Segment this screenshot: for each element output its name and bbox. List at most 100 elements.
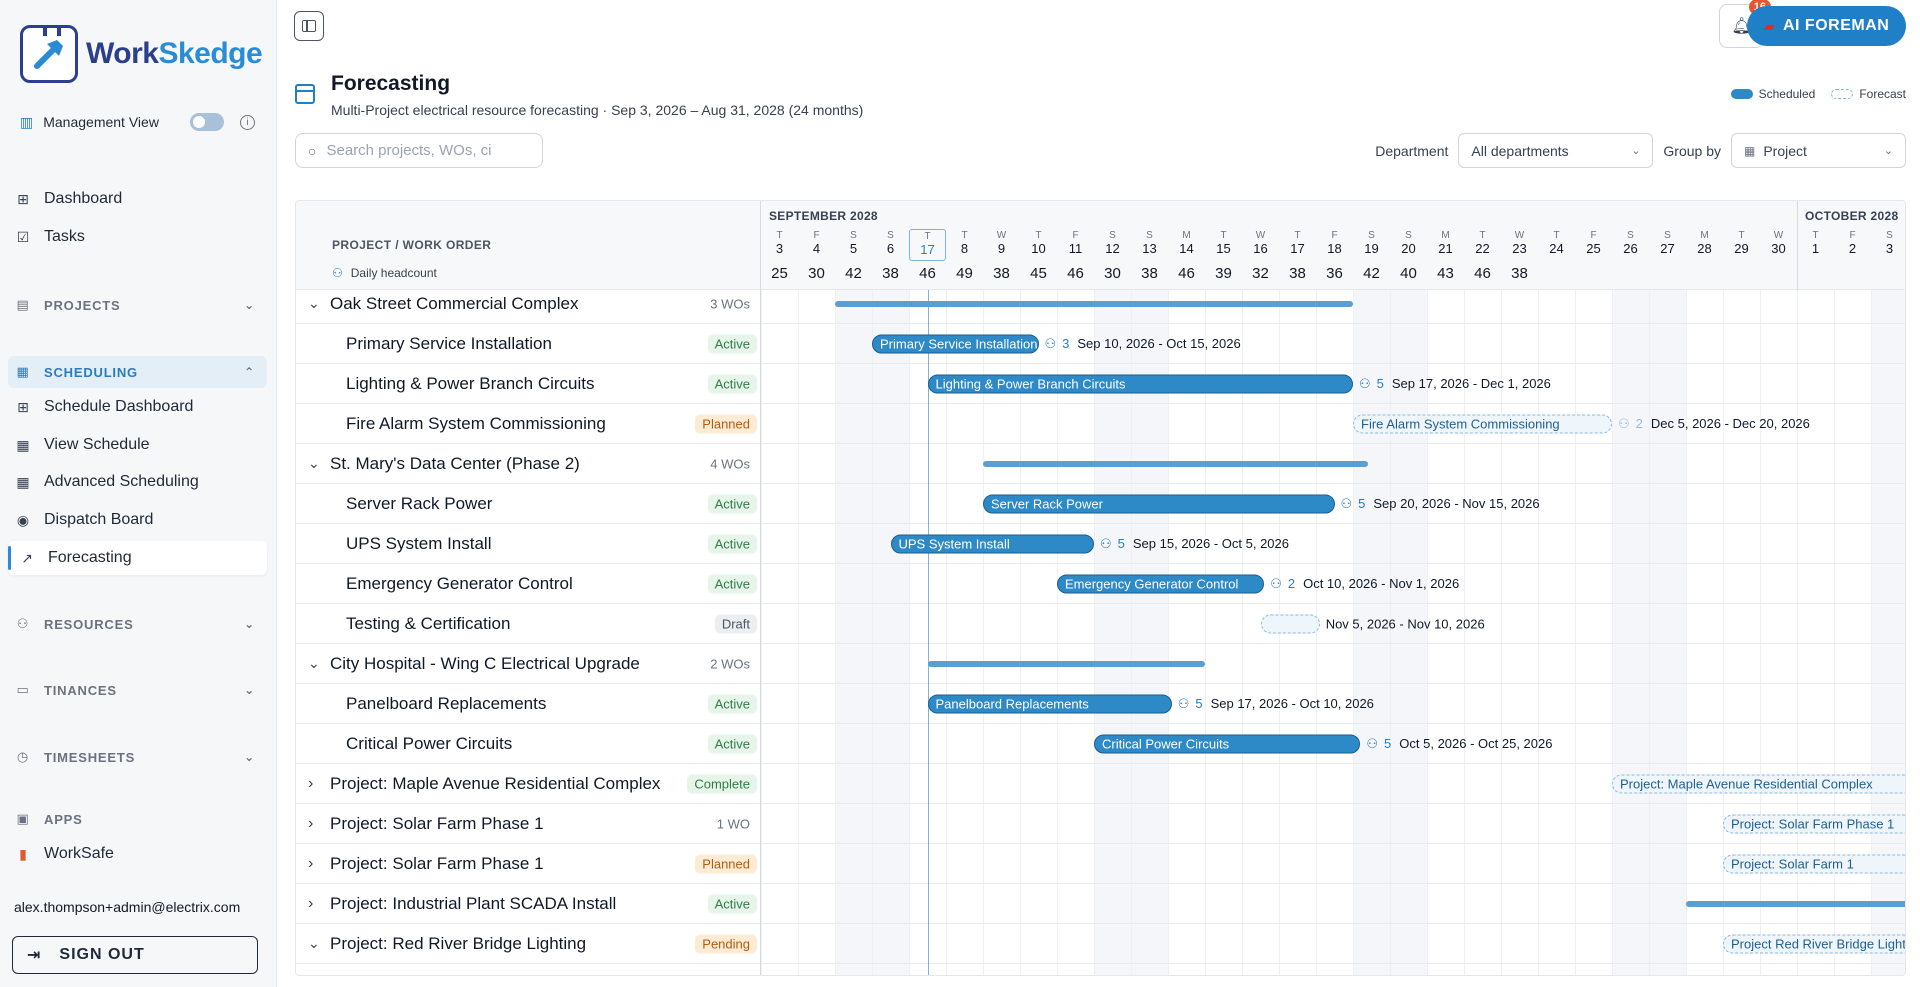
groupby-label: Group by <box>1663 142 1721 159</box>
chevron-up-icon: ⌃ <box>244 365 255 379</box>
scheduled-bar[interactable]: Primary Service Installation <box>872 334 1039 353</box>
forecast-bar[interactable]: Fire Alarm System Commissioning <box>1353 414 1612 433</box>
management-view-toggle[interactable] <box>190 113 224 131</box>
sidebar-item-view-schedule[interactable]: ▦ View Schedule <box>8 428 267 462</box>
headcount-value: 42 <box>1363 265 1380 282</box>
weekday-label: F <box>1849 230 1856 241</box>
info-icon[interactable]: i <box>240 114 255 130</box>
project-row[interactable]: ⌄ St. Mary's Data Center (Phase 2) 4 WOs <box>296 444 1905 484</box>
search-input[interactable]: ○ Search projects, WOs, ci <box>295 133 543 168</box>
sidebar-item-tasks[interactable]: ☑ Tasks <box>8 220 267 254</box>
scheduled-bar[interactable]: Panelboard Replacements <box>927 694 1172 713</box>
work-order-row[interactable]: Lighting & Power Branch Circuits Active Li… <box>296 364 1905 404</box>
day-column-header: M 28 <box>1686 229 1723 256</box>
sidebar-item-worksafe[interactable]: ▮ WorkSafe <box>8 837 267 871</box>
people-icon: ⚇ <box>1340 495 1353 511</box>
app-logo[interactable]: WorkSkedge <box>20 25 263 83</box>
date-range: Nov 5, 2026 - Nov 10, 2026 <box>1325 616 1485 631</box>
sidebar-item-dispatch-board[interactable]: ◉ Dispatch Board <box>8 503 267 537</box>
management-view-icon: ▥ <box>20 113 34 130</box>
day-gridline <box>1723 290 1724 975</box>
headcount-value: 38 <box>882 265 899 282</box>
crew-count: 2 <box>1635 416 1643 431</box>
forecast-bar[interactable]: Project Red River Bridge Lighting <box>1723 934 1905 953</box>
work-order-row[interactable]: Server Rack Power Active Server Rack Power… <box>296 484 1905 524</box>
weekend-shade <box>1649 290 1686 975</box>
day-gridline <box>1649 290 1650 975</box>
project-row[interactable]: › Project: Solar Farm Phase 1 Planned Proje… <box>296 844 1905 884</box>
project-row[interactable]: ⌄ Oak Street Commercial Complex 3 WOs <box>296 290 1905 324</box>
day-column-header: S 13 <box>1131 229 1168 256</box>
chevron-right-icon[interactable]: › <box>308 894 314 912</box>
work-order-row[interactable]: Panelboard Replacements Active Panelboard … <box>296 684 1905 724</box>
section-timesheets[interactable]: ◷ TIMESHEETS ⌄ <box>8 741 267 773</box>
sidebar-item-dashboard[interactable]: ⊞ Dashboard <box>8 182 267 216</box>
work-order-row[interactable]: Primary Service Installation Active Primar… <box>296 324 1905 364</box>
day-number: 25 <box>1586 241 1601 256</box>
scheduled-bar[interactable]: Critical Power Circuits <box>1094 734 1361 753</box>
status-badge: 2 WOs <box>710 656 750 671</box>
chevron-down-icon: ⌄ <box>244 683 255 697</box>
work-order-row[interactable]: Testing & Certification Draft Nov 5, 2026 … <box>296 604 1905 644</box>
forecast-bar[interactable]: Project: Solar Farm 1 <box>1723 854 1905 873</box>
row-name: Lighting & Power Branch Circuits <box>346 373 595 393</box>
work-order-row[interactable]: Fire Alarm System Commissioning Planned Fi… <box>296 404 1905 444</box>
weekday-label: T <box>1294 230 1301 241</box>
work-order-row[interactable]: Emergency Generator Control Active Emergen… <box>296 564 1905 604</box>
sidebar-item-schedule-dashboard[interactable]: ⊞ Schedule Dashboard <box>8 390 267 424</box>
scheduled-bar[interactable]: Lighting & Power Branch Circuits <box>927 374 1353 393</box>
day-number: 17 <box>1290 241 1305 256</box>
logo-icon <box>20 25 78 83</box>
chevron-down-icon[interactable]: ⌄ <box>308 295 320 311</box>
forecast-bar[interactable] <box>1260 614 1320 633</box>
chevron-down-icon[interactable]: ⌄ <box>308 455 320 471</box>
section-projects[interactable]: ▤ PROJECTS ⌄ <box>8 289 267 321</box>
calendar-plus-icon: ▦ <box>16 473 30 490</box>
day-number: 15 <box>1216 241 1231 256</box>
ai-foreman-button[interactable]: ▰ AI FOREMAN <box>1747 6 1906 46</box>
groupby-select[interactable]: ▦ Project ⌄ <box>1731 133 1906 168</box>
project-row[interactable]: › Project: Industrial Plant SCADA Install… <box>296 884 1905 924</box>
weekday-label: F <box>1072 230 1079 241</box>
scheduled-bar[interactable]: Emergency Generator Control <box>1057 574 1265 593</box>
project-row[interactable]: ⌄ City Hospital - Wing C Electrical Upgra… <box>296 644 1905 684</box>
day-column-header: T 29 <box>1723 229 1760 256</box>
day-number: 16 <box>1253 241 1268 256</box>
chevron-down-icon[interactable]: ⌄ <box>308 655 320 671</box>
department-select[interactable]: All departments ⌄ <box>1458 133 1654 168</box>
forecast-bar[interactable]: Project: Solar Farm Phase 1 <box>1723 814 1905 833</box>
toggle-sidebar-button[interactable] <box>294 11 324 41</box>
sidebar-item-forecasting[interactable]: ↗ Forecasting <box>8 541 267 575</box>
people-icon: ⚇ <box>1177 695 1190 711</box>
day-number: 2 <box>1848 241 1857 256</box>
day-gridline <box>1834 290 1835 975</box>
top-bar: 🔔︎16 ▰AI FOREMAN <box>278 0 1920 52</box>
status-badge: Pending <box>695 934 757 953</box>
project-row[interactable]: ⌄ Project: Red River Bridge Lighting Pendi… <box>296 924 1905 964</box>
section-resources[interactable]: ⚇ RESOURCES ⌄ <box>8 608 267 640</box>
date-range: Sep 10, 2026 - Oct 15, 2026 <box>1077 336 1241 351</box>
scheduled-bar[interactable]: Server Rack Power <box>983 494 1335 513</box>
row-name: Primary Service Installation <box>346 333 552 353</box>
work-order-row[interactable]: Critical Power Circuits Active Critical Po… <box>296 724 1905 764</box>
chevron-right-icon[interactable]: › <box>308 814 314 832</box>
sidebar-item-advanced-scheduling[interactable]: ▦ Advanced Scheduling <box>8 465 267 499</box>
people-icon: ⚇ <box>1270 575 1282 591</box>
sign-out-button[interactable]: ⇥ SIGN OUT <box>12 936 258 974</box>
work-order-row[interactable]: UPS System Install Active UPS System Insta… <box>296 524 1905 564</box>
section-scheduling[interactable]: ▦ SCHEDULING ⌃ <box>8 356 267 388</box>
chevron-right-icon[interactable]: › <box>308 774 314 792</box>
headcount-value: 38 <box>993 265 1010 282</box>
forecast-bar[interactable]: Project: Maple Avenue Residential Comple… <box>1612 774 1905 793</box>
scheduled-bar[interactable]: UPS System Install <box>890 534 1094 553</box>
headcount-value: 42 <box>845 265 862 282</box>
weekday-label: S <box>850 230 857 241</box>
chevron-down-icon[interactable]: ⌄ <box>308 935 320 951</box>
weekend-shade <box>1612 290 1649 975</box>
project-row[interactable]: › Project: Maple Avenue Residential Compl… <box>296 764 1905 804</box>
project-row[interactable]: › Project: Solar Farm Phase 1 1 WO Project:… <box>296 804 1905 844</box>
day-gridline <box>1427 290 1428 975</box>
chevron-right-icon[interactable]: › <box>308 854 314 872</box>
section-finances[interactable]: ▭ TINANCES ⌄ <box>8 674 267 706</box>
status-badge: Active <box>707 494 757 513</box>
